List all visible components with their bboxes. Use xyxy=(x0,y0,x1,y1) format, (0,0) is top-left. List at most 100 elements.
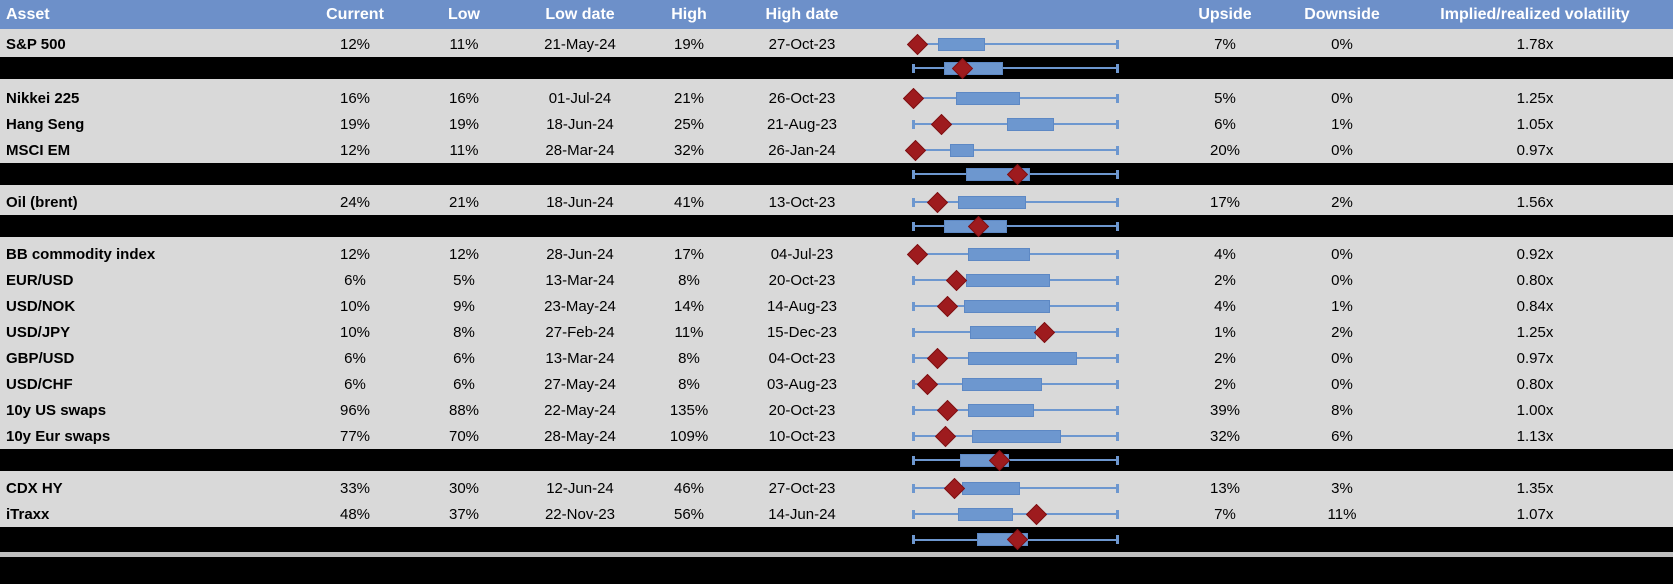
cell-current: 10% xyxy=(339,323,371,341)
cell-asset: Hang Seng xyxy=(6,115,85,133)
cell-low-date: 12-Jun-24 xyxy=(546,479,614,497)
header-cell-chart xyxy=(868,0,1163,29)
header-cell-low-date: Low date xyxy=(545,5,615,23)
whisker-cap-right xyxy=(1116,39,1119,49)
header-cell-upside: Upside xyxy=(1198,5,1252,23)
whisker-cap-right xyxy=(1116,431,1119,441)
cell-high: 41% xyxy=(673,193,705,211)
iqr-box xyxy=(966,273,1051,287)
table-row: 10y Eur swaps 77% 70% 28-May-24 109% 10-Oct-2… xyxy=(0,423,1673,449)
cell-low: 8% xyxy=(453,323,475,341)
cell-low-date: 28-Mar-24 xyxy=(545,141,615,159)
empty-cell xyxy=(1163,449,1287,471)
iqr-box xyxy=(968,351,1077,365)
iqr-box xyxy=(956,91,1020,105)
cell-downside: 0% xyxy=(1331,245,1353,263)
boxplot xyxy=(868,371,1163,397)
whisker-cap-left xyxy=(912,431,915,441)
whisker-line xyxy=(913,459,1118,461)
row-gap xyxy=(0,185,1673,189)
cell-low-date: 22-Nov-23 xyxy=(544,505,616,523)
row-gap xyxy=(0,29,1673,31)
current-level-diamond-icon xyxy=(937,399,959,421)
whisker-cap-left xyxy=(912,483,915,493)
cell-upside: 13% xyxy=(1209,479,1241,497)
cell-low: 16% xyxy=(448,89,480,107)
iqr-box xyxy=(970,325,1036,339)
cell-implied-realized: 1.25x xyxy=(1516,89,1554,107)
empty-cell xyxy=(1397,57,1673,79)
cell-low: 5% xyxy=(453,271,475,289)
cell-low: 19% xyxy=(448,115,480,133)
whisker-cap-right xyxy=(1116,119,1119,129)
current-level-diamond-icon xyxy=(906,33,928,55)
cell-current: 12% xyxy=(339,245,371,263)
empty-cell xyxy=(410,57,518,79)
cell-downside: 0% xyxy=(1331,271,1353,289)
table-row: S&P 500 12% 11% 21-May-24 19% 27-Oct-23 7% 0% 1.… xyxy=(0,31,1673,57)
cell-high-date: 20-Oct-23 xyxy=(768,401,836,419)
cell-downside: 0% xyxy=(1331,375,1353,393)
boxplot xyxy=(868,527,1163,552)
whisker-cap-right xyxy=(1116,249,1119,259)
cell-implied-realized: 1.07x xyxy=(1516,505,1554,523)
current-level-diamond-icon xyxy=(904,139,926,161)
cell-high: 109% xyxy=(669,427,709,445)
cell-high: 11% xyxy=(674,323,704,341)
whisker-cap-right xyxy=(1116,93,1119,103)
cell-low-date: 13-Mar-24 xyxy=(545,271,615,289)
cell-implied-realized: 1.25x xyxy=(1516,323,1554,341)
iqr-box xyxy=(937,37,985,51)
cell-low: 88% xyxy=(448,401,480,419)
cell-low-date: 13-Mar-24 xyxy=(545,349,615,367)
empty-cell xyxy=(0,449,300,471)
footer-band xyxy=(0,557,1673,584)
empty-cell xyxy=(0,57,300,79)
cell-high: 14% xyxy=(673,297,705,315)
cell-current: 33% xyxy=(339,479,371,497)
empty-cell xyxy=(300,215,410,237)
iqr-box xyxy=(949,143,975,157)
cell-high: 21% xyxy=(673,89,705,107)
cell-high-date: 13-Oct-23 xyxy=(768,193,836,211)
whisker-cap-right xyxy=(1116,353,1119,363)
cell-high-date: 14-Jun-24 xyxy=(768,505,836,523)
cell-low-date: 27-Feb-24 xyxy=(545,323,615,341)
cell-current: 16% xyxy=(339,89,371,107)
cell-high-date: 26-Oct-23 xyxy=(768,89,836,107)
cell-high: 17% xyxy=(673,245,705,263)
header-cell-downside: Downside xyxy=(1304,5,1380,23)
header-cell-high: High xyxy=(671,5,707,23)
table-row: iTraxx 48% 37% 22-Nov-23 56% 14-Jun-24 7% 11% 1.… xyxy=(0,501,1673,527)
whisker-cap-left xyxy=(912,221,915,231)
empty-cell xyxy=(410,449,518,471)
empty-cell xyxy=(736,163,868,185)
empty-cell xyxy=(1397,527,1673,552)
cell-low: 6% xyxy=(453,375,475,393)
empty-cell xyxy=(410,163,518,185)
empty-cell xyxy=(1287,57,1397,79)
cell-downside: 0% xyxy=(1331,141,1353,159)
cell-downside: 0% xyxy=(1331,349,1353,367)
empty-cell xyxy=(736,527,868,552)
empty-cell xyxy=(300,57,410,79)
whisker-cap-right xyxy=(1116,197,1119,207)
whisker-line xyxy=(913,225,1118,227)
whisker-cap-left xyxy=(912,455,915,465)
cell-high: 8% xyxy=(678,375,700,393)
whisker-cap-right xyxy=(1116,145,1119,155)
separator-line xyxy=(0,552,1673,557)
empty-cell xyxy=(0,527,300,552)
empty-cell xyxy=(1287,449,1397,471)
whisker-cap-right xyxy=(1116,221,1119,231)
row-gap xyxy=(0,237,1673,241)
cell-low-date: 28-Jun-24 xyxy=(546,245,614,263)
empty-cell xyxy=(1163,215,1287,237)
iqr-box xyxy=(968,247,1030,261)
whisker-cap-left xyxy=(912,405,915,415)
cell-downside: 2% xyxy=(1331,323,1353,341)
current-level-diamond-icon xyxy=(906,243,928,265)
cell-low: 9% xyxy=(453,297,475,315)
whisker-cap-left xyxy=(912,509,915,519)
